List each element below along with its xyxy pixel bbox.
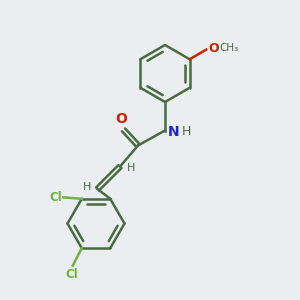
- Text: O: O: [116, 112, 128, 126]
- Text: CH₃: CH₃: [219, 44, 238, 53]
- Text: H: H: [182, 125, 191, 138]
- Text: H: H: [127, 163, 135, 173]
- Text: O: O: [208, 42, 219, 55]
- Text: N: N: [167, 125, 179, 139]
- Text: Cl: Cl: [66, 268, 79, 281]
- Text: Cl: Cl: [49, 191, 62, 204]
- Text: H: H: [82, 182, 91, 193]
